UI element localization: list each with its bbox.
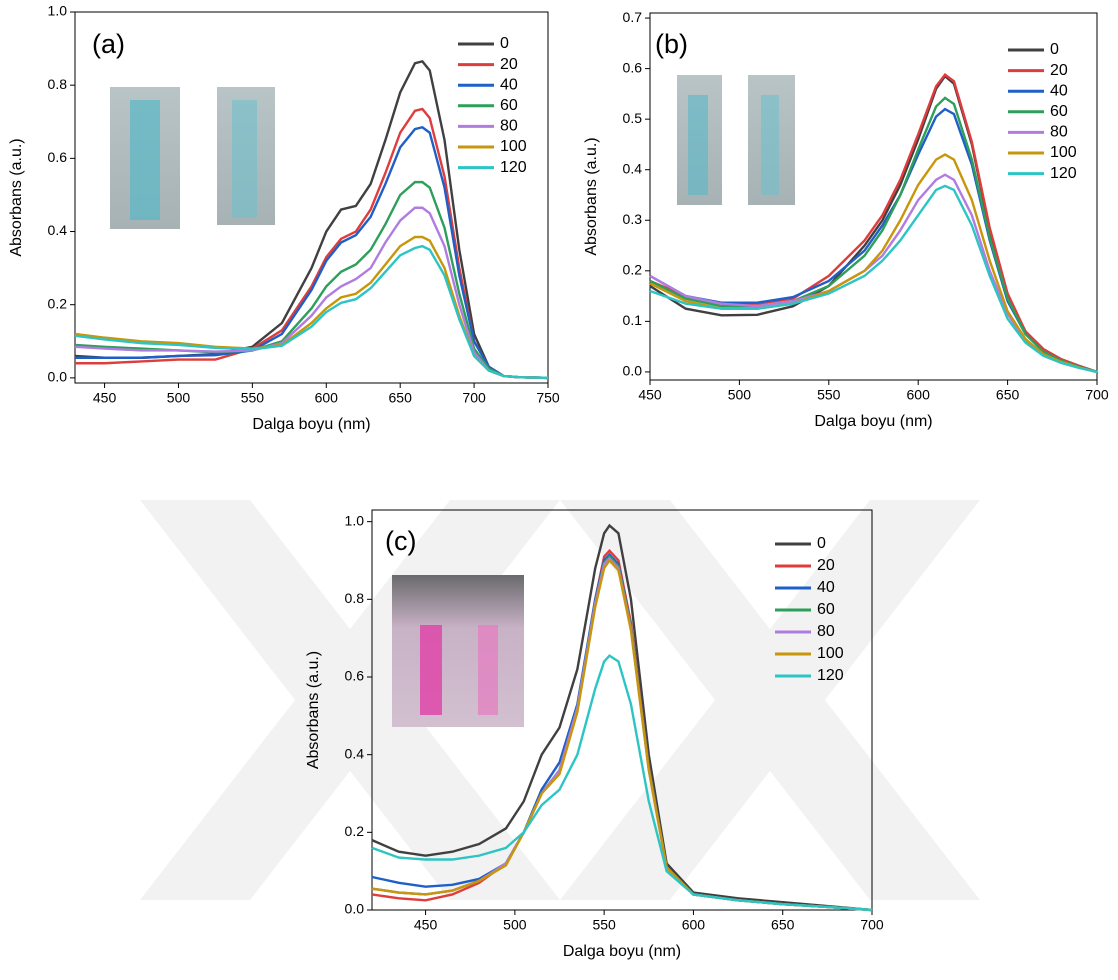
legend-label: 100	[1050, 144, 1077, 161]
legend-label: 0	[1050, 41, 1059, 58]
y-tick-label: 0.6	[623, 59, 643, 75]
y-tick-label: 0.1	[623, 312, 643, 328]
x-tick-label: 550	[241, 390, 265, 406]
chart-title: (a)	[92, 29, 125, 59]
series-line	[74, 244, 549, 380]
x-tick-label: 500	[728, 387, 752, 403]
plot-frame	[649, 12, 1098, 381]
chart-title: (c)	[385, 526, 416, 556]
legend-label: 40	[1050, 82, 1068, 99]
y-tick-label: 0.4	[345, 745, 365, 761]
series-line	[74, 206, 549, 380]
legend-label: 80	[500, 118, 518, 135]
y-tick-label: 0.3	[623, 211, 643, 227]
legend-label: 20	[500, 56, 518, 73]
legend-label: 120	[500, 159, 527, 176]
x-tick-label: 650	[389, 390, 413, 406]
chart: 450 500 550 600 650 700 7500.00.20.40.60.81.0D…	[8, 3, 560, 434]
legend-label: 0	[817, 535, 826, 552]
chart: 450 500 550 600 650 7000.00.20.40.60.81.0Dalg…	[305, 509, 884, 960]
x-tick-label: 550	[817, 387, 841, 403]
series-line	[371, 523, 873, 912]
legend-label: 20	[1050, 62, 1068, 79]
x-tick-label: 600	[682, 917, 706, 933]
chart-title: (b)	[655, 29, 688, 59]
legend-label: 100	[817, 645, 844, 662]
y-tick-label: 1.0	[345, 512, 365, 528]
legend-label: 60	[817, 601, 835, 618]
x-axis-label: Dalga boyu (nm)	[563, 943, 681, 960]
legend-label: 80	[817, 623, 835, 640]
y-tick-label: 0.0	[345, 901, 365, 917]
y-axis-label: Absorbans (a.u.)	[8, 138, 25, 256]
inset-photos	[110, 75, 795, 727]
x-tick-label: 450	[414, 917, 438, 933]
plot-frame	[371, 509, 873, 911]
y-tick-label: 0.2	[345, 823, 365, 839]
legend: 0 20 40 60 80 100 120	[775, 535, 844, 684]
y-tick-label: 0.5	[623, 110, 643, 126]
legend-label: 60	[1050, 103, 1068, 120]
x-tick-label: 650	[996, 387, 1020, 403]
legend-label: 40	[817, 579, 835, 596]
legend-label: 0	[500, 35, 509, 52]
watermark	[140, 500, 980, 900]
x-tick-label: 600	[907, 387, 931, 403]
x-tick-label: 700	[860, 917, 884, 933]
plot-frame	[74, 11, 549, 384]
chart: 450 500 550 600 650 7000.00.10.20.30.40.50.60…	[583, 9, 1109, 430]
legend-label: 120	[817, 667, 844, 684]
legend-label: 60	[500, 97, 518, 114]
x-tick-label: 500	[167, 390, 191, 406]
legend-label: 120	[1050, 165, 1077, 182]
y-tick-label: 0.2	[623, 262, 643, 278]
x-tick-label: 500	[503, 917, 527, 933]
x-tick-label: 650	[771, 917, 795, 933]
x-axis-label: Dalga boyu (nm)	[814, 413, 932, 430]
y-tick-label: 0.7	[623, 9, 643, 25]
legend: 0 20 40 60 80 100 120	[1008, 41, 1077, 182]
y-tick-label: 0.6	[345, 668, 365, 684]
x-tick-label: 450	[638, 387, 662, 403]
y-tick-label: 0.2	[48, 295, 68, 311]
y-tick-label: 0.4	[48, 222, 68, 238]
y-tick-label: 0.0	[623, 363, 643, 379]
x-tick-label: 550	[592, 917, 616, 933]
x-tick-label: 750	[536, 390, 560, 406]
y-tick-label: 0.8	[345, 590, 365, 606]
x-tick-label: 700	[1085, 387, 1109, 403]
legend-label: 40	[500, 76, 518, 93]
series-line	[75, 125, 549, 380]
legend: 0 20 40 60 80 100 120	[458, 35, 527, 176]
legend-label: 20	[817, 557, 835, 574]
y-tick-label: 0.4	[623, 160, 643, 176]
legend-label: 80	[1050, 124, 1068, 141]
y-tick-label: 0.8	[48, 76, 68, 92]
y-tick-label: 1.0	[48, 3, 68, 19]
y-tick-label: 0.6	[48, 149, 68, 165]
x-axis-label: Dalga boyu (nm)	[252, 416, 370, 433]
charts: 450 500 550 600 650 700 7500.00.20.40.60.81.0D…	[8, 3, 1109, 961]
legend-label: 100	[500, 138, 527, 155]
series-line	[371, 654, 873, 912]
y-axis-label: Absorbans (a.u.)	[305, 651, 322, 769]
x-tick-label: 600	[315, 390, 339, 406]
y-tick-label: 0.0	[48, 369, 68, 385]
series-line	[649, 184, 1098, 374]
x-tick-label: 450	[93, 390, 117, 406]
y-axis-label: Absorbans (a.u.)	[583, 137, 600, 255]
x-tick-label: 700	[462, 390, 486, 406]
